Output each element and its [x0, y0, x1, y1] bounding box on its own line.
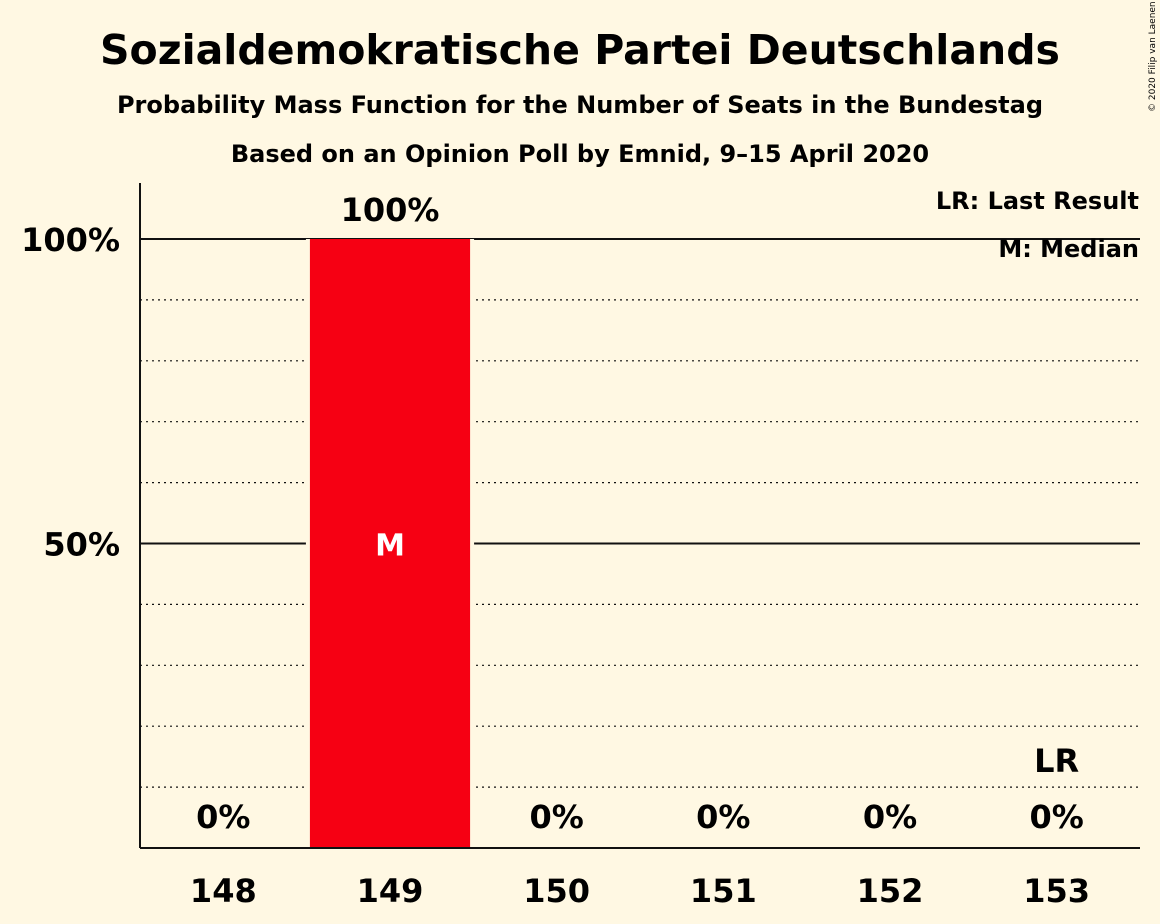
axes [139, 183, 1140, 849]
value-label: 0% [530, 798, 584, 836]
bar-149 [309, 239, 471, 848]
chart-subtitle-source: Based on an Opinion Poll by Emnid, 9–15 … [231, 140, 929, 168]
y-tick-labels: 50% 100% [21, 221, 120, 564]
value-label: 0% [863, 798, 917, 836]
gridlines [140, 238, 1140, 788]
last-result-marker: LR [1034, 742, 1079, 780]
value-label: 100% [341, 191, 440, 229]
x-tick-label: 152 [857, 872, 924, 910]
x-tick-label: 150 [523, 872, 590, 910]
legend: LR: Last Result M: Median [936, 187, 1139, 263]
y-tick-label: 50% [43, 526, 120, 564]
bars [305, 239, 475, 848]
x-tick-label: 149 [357, 872, 424, 910]
x-tick-label: 153 [1023, 872, 1090, 910]
x-tick-labels: 148 149 150 151 152 153 [190, 872, 1090, 910]
x-tick-label: 151 [690, 872, 757, 910]
value-label: 0% [696, 798, 750, 836]
copyright-note: © 2020 Filip van Laenen [1148, 1, 1158, 112]
chart-title: Sozialdemokratische Partei Deutschlands [100, 26, 1060, 74]
value-label: 0% [1030, 798, 1084, 836]
chart-subtitle: Probability Mass Function for the Number… [117, 91, 1043, 119]
bar-labels: 0% 100% 0% 0% 0% 0% M LR [196, 191, 1084, 836]
y-tick-label: 100% [21, 221, 120, 259]
value-label: 0% [196, 798, 250, 836]
median-marker: M [375, 529, 405, 564]
legend-last-result: LR: Last Result [936, 187, 1139, 215]
legend-median: M: Median [998, 235, 1139, 263]
x-tick-label: 148 [190, 872, 257, 910]
